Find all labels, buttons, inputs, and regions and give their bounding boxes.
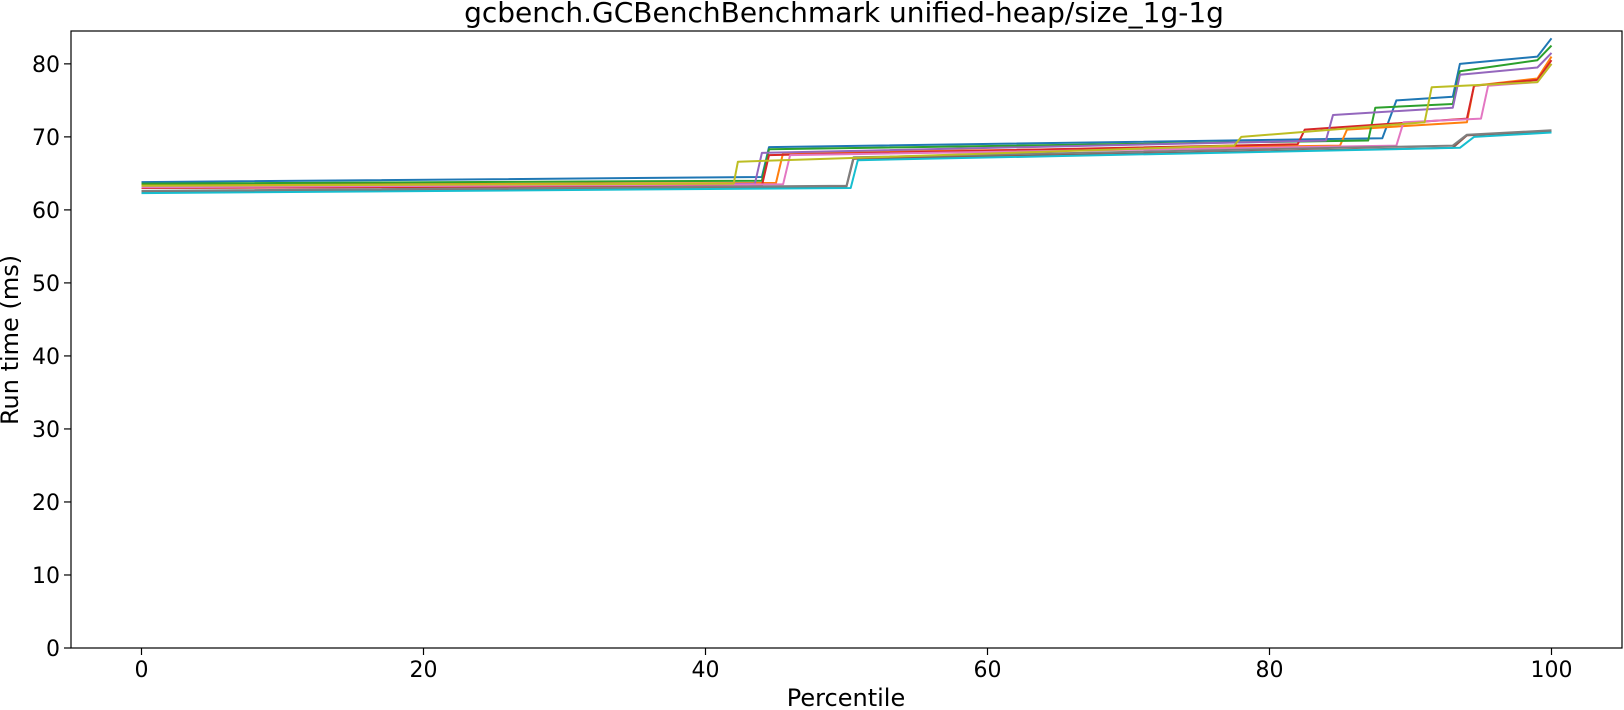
y-tick-label: 20 [32, 491, 60, 516]
series-line-5 [141, 52, 1553, 188]
series-line-3 [141, 44, 1553, 185]
series-line-1 [141, 37, 1553, 184]
plot-frame [70, 30, 1623, 649]
y-axis: 0 10 20 30 40 50 60 70 80 [32, 53, 71, 662]
y-tick-label: 70 [32, 126, 60, 151]
y-tick-label: 60 [32, 199, 60, 224]
x-tick-label: 100 [1531, 658, 1573, 683]
series-line-8 [141, 129, 1552, 192]
x-tick-label: 40 [692, 658, 720, 683]
series-line-4 [141, 59, 1553, 189]
y-tick-label: 10 [32, 564, 60, 589]
x-tick-label: 20 [410, 658, 438, 683]
y-tick-label: 80 [32, 53, 60, 78]
y-axis-label: Run time (ms) [0, 255, 24, 425]
y-tick-label: 0 [46, 637, 60, 662]
y-tick-label: 40 [32, 345, 60, 370]
series-line-2 [141, 56, 1553, 187]
x-tick-label: 80 [1256, 658, 1284, 683]
series-line-7 [141, 63, 1553, 189]
chart-title: gcbench.GCBenchBenchmark unified-heap/si… [464, 0, 1224, 29]
x-tick-label: 60 [974, 658, 1002, 683]
plot-area [141, 37, 1553, 195]
series-line-10 [141, 131, 1552, 195]
y-tick-label: 50 [32, 272, 60, 297]
y-tick-label: 30 [32, 418, 60, 443]
series-line-9 [141, 63, 1553, 187]
x-axis: 0 20 40 60 80 100 [135, 648, 1573, 683]
x-tick-label: 0 [135, 658, 149, 683]
x-axis-label: Percentile [787, 684, 905, 710]
